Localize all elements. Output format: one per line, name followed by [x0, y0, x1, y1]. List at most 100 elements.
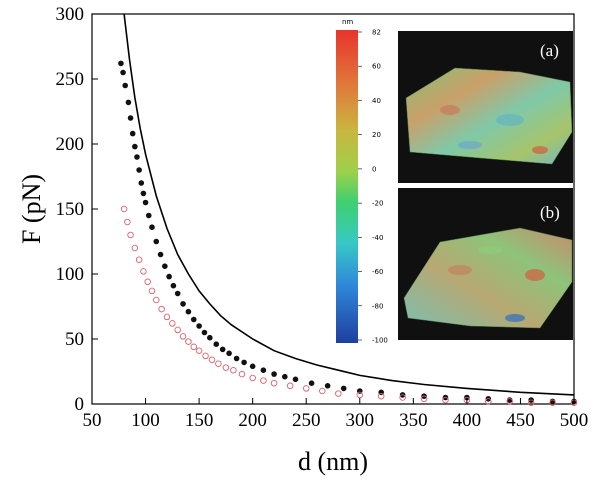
data-point-open [153, 296, 160, 304]
data-point-filled [271, 371, 277, 377]
data-point-open [190, 343, 198, 351]
data-point-filled [213, 341, 220, 348]
data-point-filled [233, 355, 240, 362]
x-tick-label: 450 [506, 410, 535, 431]
fit-curve [123, 13, 575, 396]
data-point-filled [118, 60, 124, 67]
data-point-filled [324, 383, 331, 389]
colorbar-tick-label: 0 [372, 165, 376, 173]
data-point-filled [127, 115, 134, 121]
data-point-open [527, 399, 535, 406]
data-point-filled [207, 334, 213, 341]
inset-image-a: (a) [398, 31, 573, 183]
data-point-open [185, 338, 192, 345]
colorbar-tick-label: 82 [372, 29, 381, 37]
inset-b-feature [525, 269, 545, 281]
inset-a-feature [496, 114, 524, 126]
data-point-filled [157, 251, 164, 258]
colorbar-tick-label: -100 [372, 337, 388, 345]
data-point-filled [138, 180, 145, 186]
data-point-filled [145, 212, 152, 219]
data-point-open [169, 320, 176, 327]
data-point-filled [260, 367, 267, 374]
y-tick-label: 300 [56, 4, 85, 25]
data-point-filled [249, 363, 256, 370]
data-point-filled [153, 238, 160, 245]
y-tick-label: 200 [56, 134, 85, 155]
data-point-filled [226, 350, 232, 357]
inset-b-feature [448, 265, 472, 275]
inset-a-feature [458, 141, 482, 149]
x-tick-label: 500 [560, 410, 589, 431]
colorbar: nm 82 60 40 20 0 -20 -40 -60 -80 -100 [336, 18, 388, 345]
data-point-open [506, 398, 513, 405]
data-point-filled [340, 385, 347, 392]
y-tick-label: 0 [75, 394, 85, 415]
colorbar-tick-label: 40 [372, 97, 381, 105]
inset-b-label: (b) [540, 203, 560, 222]
x-tick-label: 300 [346, 410, 375, 431]
data-point-open [179, 333, 187, 340]
x-tick-label: 100 [131, 410, 160, 431]
data-point-filled [162, 263, 168, 270]
inset-b-feature [478, 246, 502, 254]
data-point-open [270, 379, 278, 387]
data-point-filled [120, 69, 126, 76]
data-point-filled [241, 359, 247, 366]
data-point-open [302, 385, 310, 392]
data-point-filled [166, 273, 172, 280]
data-point-filled [134, 154, 140, 160]
data-point-filled [180, 301, 186, 307]
data-point-open [120, 205, 128, 213]
colorbar-tick-label: 60 [372, 63, 381, 71]
data-point-open [127, 231, 134, 239]
colorbar-ticks: 82 60 40 20 0 -20 -40 -60 -80 -100 [358, 29, 388, 345]
data-point-filled [170, 282, 177, 289]
data-point-filled [196, 323, 202, 329]
data-point-filled [185, 308, 192, 315]
colorbar-tick-label: 20 [372, 131, 381, 139]
colorbar-tick-label: -20 [372, 200, 383, 208]
data-point-open [319, 387, 326, 395]
data-point-open [377, 392, 385, 400]
data-point-filled [190, 316, 197, 323]
data-point-open [135, 256, 143, 263]
data-point-filled [174, 290, 181, 297]
data-point-open [148, 287, 156, 295]
inset-b-surface [403, 227, 573, 329]
x-tick-label: 50 [83, 410, 102, 431]
data-point-open [140, 268, 147, 275]
colorbar-tick-label: -60 [372, 268, 383, 276]
inset-a-surface [405, 67, 573, 165]
y-tick-label: 50 [65, 329, 84, 350]
x-tick-label: 350 [399, 410, 428, 431]
data-point-filled [136, 167, 142, 173]
y-tick-label: 250 [56, 69, 85, 90]
data-point-open [174, 326, 181, 334]
data-point-open [202, 352, 209, 360]
data-point-open [485, 398, 492, 405]
y-axis-title: F (pN) [17, 174, 46, 244]
data-point-filled [201, 329, 208, 336]
data-point-open [195, 347, 203, 354]
data-point-open [222, 364, 230, 371]
colorbar-tick-label: -40 [372, 234, 383, 242]
data-point-filled [132, 143, 138, 150]
y-tick-label: 100 [56, 264, 85, 285]
colorbar-unit-label: nm [342, 18, 353, 26]
x-tick-label: 400 [453, 410, 482, 431]
x-tick-label: 250 [292, 410, 321, 431]
data-point-open [215, 360, 222, 367]
data-layer [118, 13, 578, 406]
data-point-filled [140, 190, 147, 197]
data-point-filled [308, 380, 315, 387]
data-point-filled [219, 346, 226, 353]
data-point-open [356, 391, 364, 399]
inset-a-label: (a) [540, 41, 559, 60]
data-point-open [158, 305, 165, 313]
y-tick-label: 150 [56, 199, 85, 220]
data-point-open [144, 278, 151, 286]
data-point-open [260, 377, 267, 384]
data-point-filled [282, 373, 288, 380]
